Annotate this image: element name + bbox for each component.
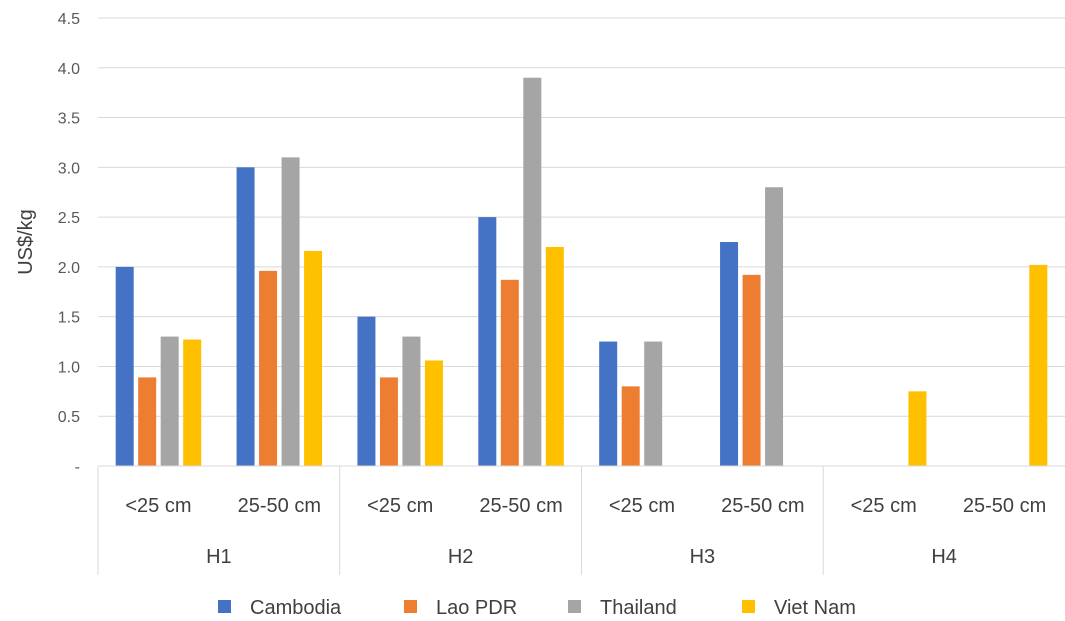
bar-viet-nam	[545, 246, 564, 466]
bar-lao-pdr	[742, 274, 761, 466]
bar-lao-pdr	[259, 270, 278, 466]
y-axis-ticks: - 0.5 1.0 1.5 2.0 2.5 3.0 3.5 4.0 4.5	[58, 11, 80, 476]
bar-thailand	[281, 157, 300, 466]
y-tick-label: 1.5	[58, 310, 80, 327]
y-tick-label: 2.5	[58, 210, 80, 227]
bar-cambodia	[236, 167, 255, 467]
bar-lao-pdr	[621, 386, 640, 466]
y-tick-label: 4.5	[58, 11, 80, 28]
bar-thailand	[160, 336, 179, 466]
x-category-label: <25 cm	[609, 495, 675, 517]
y-tick-label: 1.0	[58, 359, 80, 376]
bar-viet-nam	[908, 391, 927, 466]
legend-label: Thailand	[600, 597, 677, 619]
bar-cambodia	[478, 217, 497, 466]
y-tick-label: 2.0	[58, 260, 80, 277]
y-tick-label: -	[75, 459, 80, 476]
x-category-label: 25-50 cm	[721, 495, 804, 517]
bar-cambodia	[115, 266, 134, 466]
x-category-label: 25-50 cm	[479, 495, 562, 517]
bar-viet-nam	[183, 339, 202, 466]
x-category-label: <25 cm	[367, 495, 433, 517]
bar-lao-pdr	[138, 377, 157, 466]
bar-thailand	[765, 187, 784, 466]
y-tick-label: 3.0	[58, 160, 80, 177]
x-group-label: H3	[690, 546, 716, 568]
bars	[115, 77, 1048, 467]
bar-lao-pdr	[379, 377, 398, 466]
legend-label: Viet Nam	[774, 597, 856, 619]
legend-swatch	[404, 600, 417, 613]
x-group-label: H2	[448, 546, 474, 568]
x-group-label: H1	[206, 546, 232, 568]
legend: Cambodia Lao PDR Thailand Viet Nam	[218, 597, 856, 619]
bar-lao-pdr	[500, 279, 519, 466]
legend-label: Lao PDR	[436, 597, 517, 619]
bar-viet-nam	[1029, 264, 1048, 466]
bar-cambodia	[357, 316, 376, 466]
x-group-label: H4	[931, 546, 957, 568]
bar-thailand	[402, 336, 421, 466]
bar-cambodia	[599, 341, 618, 466]
legend-swatch	[218, 600, 231, 613]
y-axis-title: US$/kg	[15, 209, 37, 275]
bar-cambodia	[720, 242, 739, 466]
legend-swatch	[742, 600, 755, 613]
legend-swatch	[568, 600, 581, 613]
legend-label: Cambodia	[250, 597, 342, 619]
x-category-label: <25 cm	[125, 495, 191, 517]
x-axis: <25 cm 25-50 cm H1 <25 cm 25-50 cm H2 <25 cm 25…	[97, 465, 1065, 575]
y-tick-label: 4.0	[58, 61, 80, 78]
bar-thailand	[644, 341, 663, 466]
x-category-label: <25 cm	[851, 495, 917, 517]
x-category-label: 25-50 cm	[963, 495, 1046, 517]
x-category-label: 25-50 cm	[238, 495, 321, 517]
y-tick-label: 0.5	[58, 409, 80, 426]
y-tick-label: 3.5	[58, 111, 80, 128]
bar-viet-nam	[304, 250, 323, 466]
bar-viet-nam	[424, 360, 443, 466]
bar-thailand	[523, 77, 542, 466]
